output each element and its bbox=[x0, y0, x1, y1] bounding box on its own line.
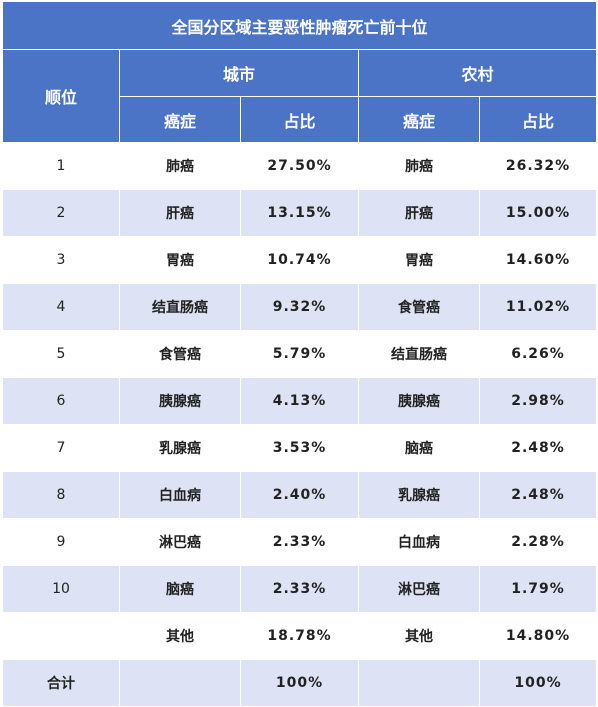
city-cancer-cell: 食管癌 bbox=[119, 330, 241, 378]
rank-cell: 7 bbox=[2, 424, 120, 472]
city-ratio-cell: 3.53% bbox=[240, 424, 359, 472]
rural-ratio-cell: 2.48% bbox=[478, 424, 598, 472]
rural-cancer-cell: 白血病 bbox=[358, 518, 480, 566]
city-ratio-cell: 5.79% bbox=[240, 330, 359, 378]
rural-ratio-cell: 6.26% bbox=[478, 330, 598, 378]
rank-cell: 5 bbox=[2, 330, 120, 378]
city-ratio-cell: 18.78% bbox=[240, 612, 359, 660]
rank-cell: 9 bbox=[2, 518, 120, 566]
table-row-total: 合计 100% 100% bbox=[2, 659, 598, 707]
rural-cancer-cell: 肺癌 bbox=[358, 142, 480, 190]
table-row: 10 脑癌 2.33% 淋巴癌 1.79% bbox=[2, 565, 598, 613]
rural-ratio-cell: 15.00% bbox=[478, 189, 598, 237]
rural-cancer-cell: 食管癌 bbox=[358, 283, 480, 331]
rural-ratio-cell: 2.98% bbox=[478, 377, 598, 425]
city-ratio-cell: 10.74% bbox=[240, 236, 359, 284]
city-ratio-cell: 4.13% bbox=[240, 377, 359, 425]
city-cancer-cell: 白血病 bbox=[119, 471, 241, 519]
rural-ratio-cell: 14.60% bbox=[478, 236, 598, 284]
city-cancer-cell: 脑癌 bbox=[119, 565, 241, 613]
rank-cell: 8 bbox=[2, 471, 120, 519]
table-row: 6 胰腺癌 4.13% 胰腺癌 2.98% bbox=[2, 377, 598, 425]
city-ratio-cell: 13.15% bbox=[240, 189, 359, 237]
table-row: 1 肺癌 27.50% 肺癌 26.32% bbox=[2, 142, 598, 190]
table-row: 4 结直肠癌 9.32% 食管癌 11.02% bbox=[2, 283, 598, 331]
rural-cancer-cell: 胃癌 bbox=[358, 236, 480, 284]
rural-total-cell: 100% bbox=[478, 659, 598, 707]
rural-cancer-cell: 肝癌 bbox=[358, 189, 480, 237]
table-row-other: 其他 18.78% 其他 14.80% bbox=[2, 612, 598, 660]
header-row-2: 癌症 占比 癌症 占比 bbox=[3, 96, 598, 143]
city-cancer-cell: 其他 bbox=[119, 612, 241, 660]
city-ratio-cell: 2.40% bbox=[240, 471, 359, 519]
rural-ratio-cell: 1.79% bbox=[478, 565, 598, 613]
rank-cell: 4 bbox=[2, 283, 120, 331]
table-title: 全国分区域主要恶性肿瘤死亡前十位 bbox=[1, 1, 598, 50]
rank-header: 顺位 bbox=[2, 49, 120, 143]
city-header: 城市 bbox=[119, 49, 359, 97]
city-cancer-cell: 乳腺癌 bbox=[119, 424, 241, 472]
city-ratio-cell: 9.32% bbox=[240, 283, 359, 331]
city-cancer-cell: 肺癌 bbox=[119, 142, 241, 190]
rural-ratio-cell: 11.02% bbox=[478, 283, 598, 331]
rural-header: 农村 bbox=[357, 49, 598, 97]
rank-cell: 3 bbox=[2, 236, 120, 284]
table-row: 5 食管癌 5.79% 结直肠癌 6.26% bbox=[2, 330, 598, 378]
rural-cancer-cell bbox=[358, 659, 480, 707]
rural-cancer-cell: 其他 bbox=[358, 612, 480, 660]
rural-ratio-cell: 2.28% bbox=[478, 518, 598, 566]
table-row: 3 胃癌 10.74% 胃癌 14.60% bbox=[2, 236, 598, 284]
rural-cancer-cell: 淋巴癌 bbox=[358, 565, 480, 613]
table-row: 9 淋巴癌 2.33% 白血病 2.28% bbox=[2, 518, 598, 566]
city-cancer-cell: 胰腺癌 bbox=[119, 377, 241, 425]
rank-cell: 10 bbox=[2, 565, 120, 613]
rural-ratio-cell: 2.48% bbox=[478, 471, 598, 519]
rank-cell: 2 bbox=[2, 189, 120, 237]
table-title-row: 全国分区域主要恶性肿瘤死亡前十位 bbox=[1, 1, 598, 50]
table-row: 2 肝癌 13.15% 肝癌 15.00% bbox=[2, 189, 598, 237]
table-row: 8 白血病 2.40% 乳腺癌 2.48% bbox=[2, 471, 598, 519]
rural-ratio-header: 占比 bbox=[478, 96, 598, 143]
city-total-cell: 100% bbox=[240, 659, 359, 707]
city-ratio-header: 占比 bbox=[240, 96, 359, 143]
city-cancer-cell: 淋巴癌 bbox=[119, 518, 241, 566]
city-ratio-cell: 27.50% bbox=[240, 142, 359, 190]
rank-cell bbox=[2, 612, 120, 660]
city-ratio-cell: 2.33% bbox=[240, 518, 359, 566]
rural-cancer-header: 癌症 bbox=[358, 96, 480, 143]
header-row-1: 顺位 城市 农村 bbox=[2, 49, 598, 143]
rural-ratio-cell: 26.32% bbox=[478, 142, 598, 190]
rank-cell: 1 bbox=[2, 142, 120, 190]
rural-cancer-cell: 乳腺癌 bbox=[358, 471, 480, 519]
city-cancer-cell: 肝癌 bbox=[119, 189, 241, 237]
rural-ratio-cell: 14.80% bbox=[478, 612, 598, 660]
city-ratio-cell: 2.33% bbox=[240, 565, 359, 613]
rural-cancer-cell: 结直肠癌 bbox=[358, 330, 480, 378]
city-cancer-cell: 胃癌 bbox=[119, 236, 241, 284]
city-cancer-cell bbox=[119, 659, 241, 707]
rural-cancer-cell: 脑癌 bbox=[358, 424, 480, 472]
total-label-cell: 合计 bbox=[2, 659, 120, 707]
rank-cell: 6 bbox=[2, 377, 120, 425]
table-row: 7 乳腺癌 3.53% 脑癌 2.48% bbox=[2, 424, 598, 472]
city-cancer-header: 癌症 bbox=[119, 96, 241, 143]
city-cancer-cell: 结直肠癌 bbox=[119, 283, 241, 331]
rural-cancer-cell: 胰腺癌 bbox=[358, 377, 480, 425]
